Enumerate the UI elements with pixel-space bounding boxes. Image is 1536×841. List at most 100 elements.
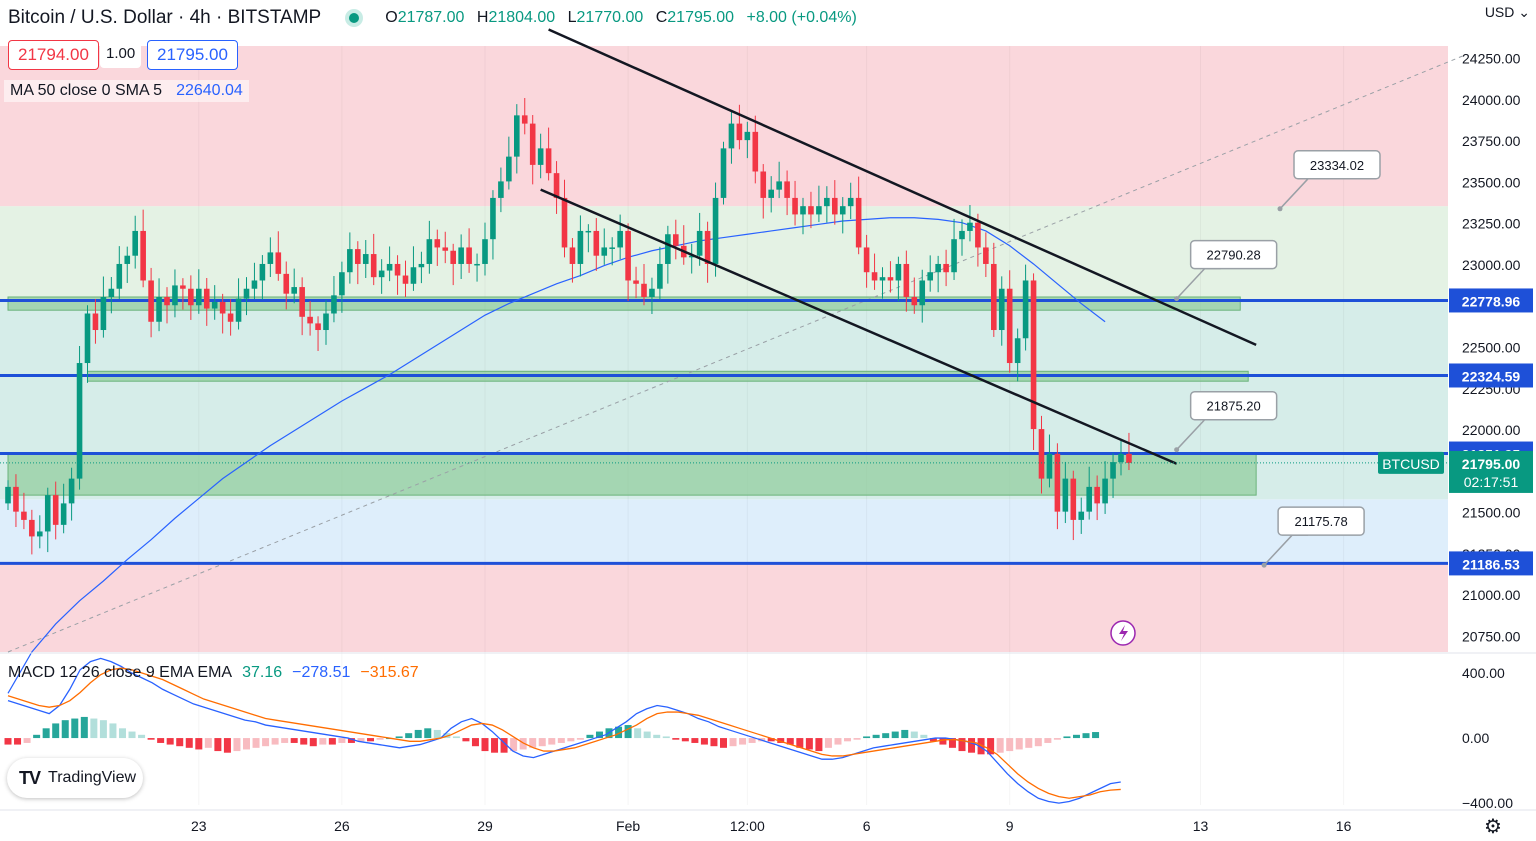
callout-label: 21875.20: [1207, 399, 1261, 414]
callout-anchor: [1174, 296, 1180, 302]
candle: [275, 252, 282, 274]
channel-trendlines[interactable]: [540, 28, 1257, 465]
macd-hist-bar: [786, 738, 794, 745]
macd-hist-bar: [968, 738, 976, 753]
price-axis[interactable]: 20750.0021000.0021250.0021500.0021750.00…: [0, 51, 1533, 645]
symbol-label: BTCUSD: [1382, 456, 1440, 472]
macd-hist-bar: [90, 718, 98, 739]
trendline: [540, 188, 1178, 465]
macd-pane: 400.00 0.00 −400.00: [0, 652, 1536, 811]
macd-hist-bar: [901, 729, 909, 739]
candle: [450, 250, 456, 264]
candle: [172, 285, 178, 306]
dashed-line: [7, 55, 1464, 653]
candle: [649, 288, 655, 297]
macd-hist-bar: [777, 738, 785, 743]
level-price-badge: [1449, 288, 1533, 313]
callout-box: [1189, 239, 1278, 270]
macd-hist-bar: [710, 738, 718, 747]
candle: [283, 273, 290, 294]
candle: [855, 197, 862, 248]
candle: [13, 486, 19, 512]
currency-selector[interactable]: USD ⌄: [1485, 4, 1530, 21]
low-value: 21770.00: [576, 9, 644, 26]
ma-legend[interactable]: MA 50 close 0 SMA 5 22640.04: [4, 80, 249, 102]
macd-hist-bar: [357, 738, 365, 742]
tradingview-badge[interactable]: TV TradingView: [7, 758, 143, 798]
macd-line-value: −278.51: [292, 664, 351, 681]
candle: [426, 239, 433, 264]
price-tick-label: 24250.00: [1462, 51, 1521, 67]
candle: [744, 131, 751, 141]
candle: [124, 255, 131, 264]
candle: [895, 263, 902, 281]
candle: [21, 511, 27, 520]
zone-blue: [0, 499, 1448, 564]
macd-hist-bar: [824, 738, 832, 748]
time-tick-label: 9: [1006, 818, 1014, 834]
change-value: +8.00 (+0.04%): [746, 9, 857, 26]
macd-hist-bar: [1006, 738, 1014, 752]
price-tick-label: 22000.00: [1462, 422, 1521, 438]
gear-icon[interactable]: ⚙: [1484, 816, 1502, 838]
macd-hist-bar: [33, 734, 41, 739]
time-axis[interactable]: 23 26 29 Feb 12:00 6 9 13 16: [0, 809, 1536, 834]
candle: [37, 531, 43, 537]
candle: [808, 206, 814, 215]
candle: [1062, 478, 1069, 512]
candle: [1078, 511, 1085, 520]
sell-price-button[interactable]: 21794.00: [8, 40, 99, 70]
price-tick-label: 22500.00: [1462, 340, 1521, 356]
macd-hist-bar: [653, 734, 661, 739]
macd-hist-bar: [748, 738, 756, 743]
candle: [355, 249, 361, 264]
candle: [251, 280, 258, 289]
candle: [180, 285, 186, 289]
callout-anchor: [1261, 562, 1267, 568]
candle: [871, 272, 878, 281]
alert-icon[interactable]: [1110, 620, 1136, 646]
last-price-value: 21795.00: [1462, 456, 1521, 472]
tradingview-logo-icon: TV: [19, 767, 41, 788]
macd-hist-bar: [223, 738, 231, 753]
macd-hist-bar: [204, 738, 212, 748]
macd-hist-bar: [920, 734, 928, 739]
candle: [760, 171, 767, 198]
candle: [752, 131, 759, 172]
macd-hist-bar: [23, 738, 31, 743]
buy-price-button[interactable]: 21795.00: [147, 40, 238, 70]
candle: [29, 519, 35, 537]
countdown-value: 02:17:51: [1464, 474, 1519, 490]
macd-hist-bar: [519, 738, 527, 750]
candle: [633, 280, 639, 284]
macd-hist-bar: [834, 738, 842, 745]
candle: [617, 230, 623, 248]
candle: [458, 247, 464, 264]
candle: [847, 197, 854, 207]
high-value: 21804.00: [488, 9, 556, 26]
price-tick-label: 23000.00: [1462, 257, 1521, 273]
candle: [839, 206, 846, 215]
candle: [768, 189, 774, 198]
macd-hist-bar: [1044, 738, 1052, 743]
macd-hist-bar: [662, 736, 670, 739]
macd-hist-bar: [557, 738, 565, 743]
macd-hist-bar: [595, 731, 603, 739]
candle: [927, 272, 933, 281]
macd-hist-bar: [462, 738, 470, 742]
spread-value: 1.00: [100, 40, 142, 68]
macd-hist-bar: [338, 738, 346, 743]
macd-hist-bar: [319, 738, 327, 745]
macd-legend[interactable]: MACD 12 26 close 9 EMA EMA 37.16 −278.51 −3…: [8, 664, 419, 682]
macd-hist-bar: [4, 738, 12, 745]
candle: [1094, 486, 1100, 504]
price-callouts[interactable]: 23334.02 22790.28 21875.20 21175.78: [1174, 150, 1381, 568]
candle: [609, 247, 615, 249]
candle: [1006, 288, 1013, 364]
candle: [919, 280, 926, 306]
symbol-title[interactable]: Bitcoin / U.S. Dollar · 4h · BITSTAMP: [8, 7, 322, 28]
macd-hist-bar: [767, 738, 775, 742]
macd-hist-bar: [863, 736, 871, 739]
callout-box: [1277, 506, 1365, 536]
